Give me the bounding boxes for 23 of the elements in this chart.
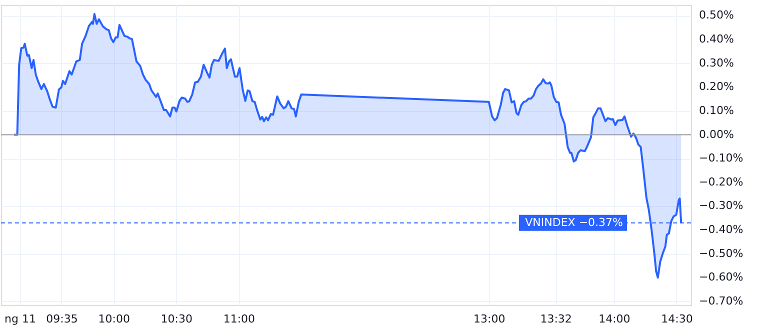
y-tick-label: 0.00% xyxy=(699,128,734,141)
y-tick-label: −0.50% xyxy=(699,246,744,260)
x-tick-label: 13:32 xyxy=(540,312,572,326)
y-tick-label: −0.10% xyxy=(699,152,744,165)
y-tick-label: −0.70% xyxy=(699,294,744,308)
y-tick-label: 0.20% xyxy=(699,80,734,94)
x-tick-label: 09:35 xyxy=(46,312,78,326)
y-tick-label: 0.30% xyxy=(699,56,734,70)
y-tick-label: −0.20% xyxy=(699,175,744,188)
y-tick-label: 0.10% xyxy=(699,104,734,117)
ref-line-label: VNINDEX −0.37% xyxy=(525,216,623,229)
x-tick-label: 14:30 xyxy=(661,312,693,326)
x-tick-label: 10:00 xyxy=(98,312,130,326)
x-tick-label: ng 11 xyxy=(4,312,36,326)
x-tick-label: 13:00 xyxy=(474,312,506,326)
x-tick-label: 11:00 xyxy=(223,312,256,326)
x-tick-label: 14:00 xyxy=(598,312,630,326)
x-tick-label: 10:30 xyxy=(160,312,192,326)
y-tick-label: −0.60% xyxy=(699,270,744,284)
y-tick-label: −0.40% xyxy=(699,223,744,236)
y-tick-label: 0.40% xyxy=(699,32,734,46)
y-tick-label: 0.50% xyxy=(699,8,734,22)
y-tick-label: −0.30% xyxy=(699,199,744,212)
